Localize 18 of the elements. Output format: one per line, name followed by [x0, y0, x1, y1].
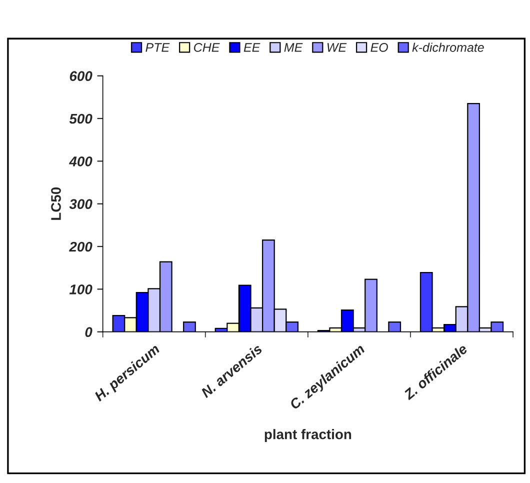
y-tick-label: 0	[85, 327, 92, 337]
legend-label: PTE	[146, 43, 170, 52]
y-tick-label: 300	[69, 199, 92, 209]
legend-label: EO	[370, 43, 388, 52]
y-axis-title: LC50	[51, 187, 61, 220]
bar	[388, 321, 402, 332]
legend-label: EE	[244, 43, 260, 52]
y-tick-label: 200	[69, 242, 92, 252]
legend-label: WE	[327, 43, 347, 52]
y-tick-label: 500	[69, 114, 92, 124]
bar	[183, 321, 196, 332]
y-tick-label: 600	[70, 71, 92, 81]
y-tick-label: 400	[69, 156, 92, 166]
y-tick-label: 100	[69, 284, 92, 294]
legend-label: k-dichromate	[412, 42, 484, 52]
legend-label: ME	[284, 43, 303, 52]
legend-label: CHE	[194, 43, 220, 52]
x-axis-title: plant fraction	[264, 429, 352, 442]
